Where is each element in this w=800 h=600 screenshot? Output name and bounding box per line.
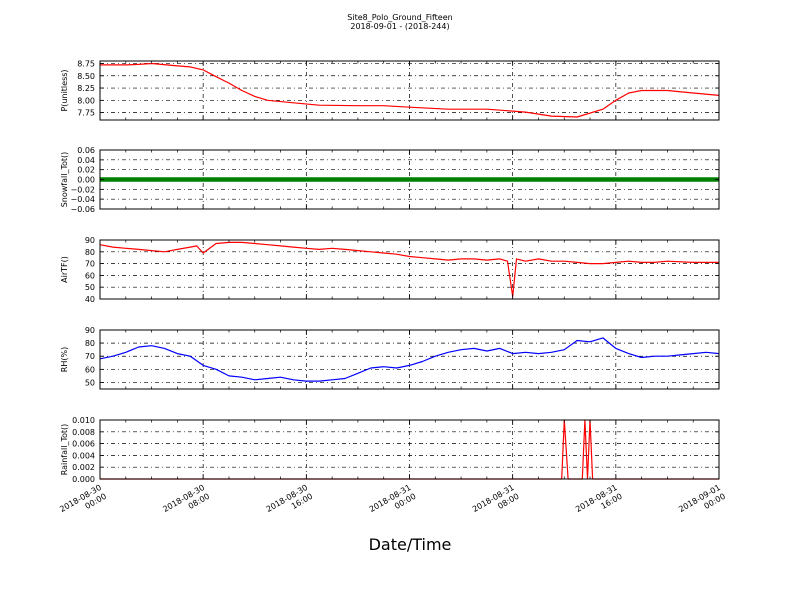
y-tick-label: 0.006 bbox=[72, 440, 95, 449]
y-tick-label: 80 bbox=[85, 248, 95, 257]
y-tick-label: −0.04 bbox=[70, 195, 95, 204]
y-tick-label: 7.75 bbox=[77, 109, 95, 118]
y-axis-label: AirTF() bbox=[60, 256, 69, 283]
panel-4: 50 60 70 80 90 RH(%) bbox=[60, 326, 720, 390]
x-axis-label: Date/Time bbox=[369, 535, 452, 554]
y-tick-label: 40 bbox=[85, 295, 95, 304]
y-tick-label: 70 bbox=[85, 352, 95, 361]
y-axis-label: P(unitless) bbox=[60, 69, 69, 111]
x-tick-label: 2018-08-3008:00 bbox=[161, 483, 211, 523]
series-line bbox=[99, 337, 720, 382]
y-tick-label: 8.00 bbox=[77, 96, 95, 105]
y-tick-label: 0.06 bbox=[77, 146, 95, 155]
y-tick-label: 70 bbox=[85, 260, 95, 269]
y-tick-label: 60 bbox=[85, 271, 95, 280]
x-axis-ticks: 2018-08-3000:00 2018-08-3008:00 2018-08-30… bbox=[58, 483, 727, 523]
y-tick-label: 90 bbox=[85, 236, 95, 245]
series-line bbox=[100, 62, 720, 118]
y-tick-label: 50 bbox=[85, 283, 95, 292]
y-tick-label: −0.06 bbox=[70, 205, 95, 214]
y-tick-label: 0.010 bbox=[72, 416, 95, 425]
y-axis-label: RH(%) bbox=[60, 347, 69, 372]
x-tick-label: 2018-08-3000:00 bbox=[58, 483, 108, 523]
y-tick-label: 8.75 bbox=[77, 59, 95, 68]
y-tick-label: 0.02 bbox=[77, 166, 95, 175]
panel-1: 7.75 8.00 8.25 8.50 8.75 P(unitless) bbox=[60, 59, 720, 121]
y-tick-label: 0.008 bbox=[72, 428, 95, 437]
x-tick-label: 2018-08-3016:00 bbox=[265, 483, 315, 523]
y-axis-label: Rainfall_Tot() bbox=[60, 424, 69, 476]
y-tick-label: 0.004 bbox=[72, 451, 95, 460]
y-tick-label: 0.04 bbox=[77, 156, 95, 165]
y-tick-label: 0.00 bbox=[77, 176, 95, 185]
y-axis-label: Snowfall_Tot() bbox=[60, 152, 69, 208]
panel-3: 40 50 60 70 80 90 AirTF() bbox=[60, 236, 720, 304]
panel-2: −0.06−0.04−0.020.000.020.040.06 Snowfall_… bbox=[60, 146, 720, 214]
y-tick-label: 8.50 bbox=[77, 72, 95, 81]
y-tick-label: −0.02 bbox=[70, 185, 95, 194]
figure-title-line1: Site8_Polo_Ground_Fifteen bbox=[347, 13, 452, 22]
y-tick-label: 90 bbox=[85, 326, 95, 335]
panel-5: 0.000 0.002 0.004 0.006 0.008 0.010Rainfall_T… bbox=[60, 416, 720, 484]
y-tick-label: 80 bbox=[85, 339, 95, 348]
x-tick-label: 2018-08-3100:00 bbox=[368, 483, 418, 523]
figure-title-line2: 2018-09-01 - (2018-244) bbox=[350, 22, 449, 31]
x-tick-label: 2018-08-3108:00 bbox=[471, 483, 521, 523]
series-line bbox=[99, 241, 719, 298]
y-tick-label: 50 bbox=[85, 378, 95, 387]
panels: 7.758.008.258.508.75P(unitless)−0.06−0.0… bbox=[60, 59, 720, 484]
x-tick-label: 2018-08-3116:00 bbox=[574, 483, 624, 523]
y-tick-label: 60 bbox=[85, 365, 95, 374]
x-tick-label: 2018-09-0100:00 bbox=[677, 483, 727, 523]
y-tick-label: 8.25 bbox=[77, 84, 95, 93]
y-tick-label: 0.002 bbox=[72, 463, 95, 472]
y-tick-label: 0.000 bbox=[72, 475, 95, 484]
